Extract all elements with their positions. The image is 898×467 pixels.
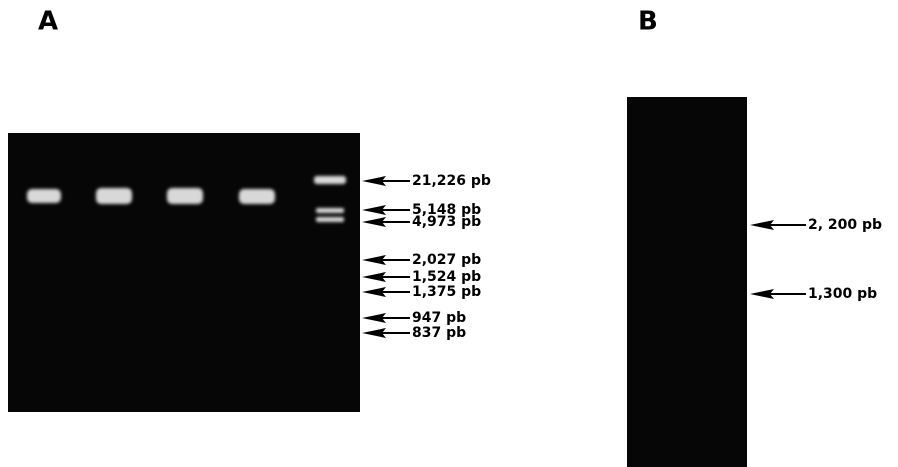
panel-a-label: A — [38, 7, 58, 37]
gel-a — [8, 133, 360, 412]
marker-label: 21,226 pb — [412, 173, 491, 189]
figure: A B 21,226 pb5,148 pb4,973 pb2,027 pb1,5… — [0, 0, 898, 467]
band — [314, 176, 346, 184]
marker-label: 1,524 pb — [412, 269, 481, 285]
marker-label: 1,300 pb — [808, 286, 877, 302]
band — [27, 189, 61, 203]
band — [167, 188, 203, 204]
marker-label: 837 pb — [412, 325, 466, 341]
gel-b — [627, 97, 747, 467]
marker-label: 1,375 pb — [412, 284, 481, 300]
band — [239, 189, 275, 204]
marker-label: 2,027 pb — [412, 252, 481, 268]
marker-label: 947 pb — [412, 310, 466, 326]
panel-b-label: B — [638, 7, 658, 37]
marker-label: 2, 200 pb — [808, 217, 882, 233]
band — [96, 188, 132, 204]
band — [316, 217, 344, 222]
band — [316, 208, 344, 213]
marker-label: 4,973 pb — [412, 214, 481, 230]
